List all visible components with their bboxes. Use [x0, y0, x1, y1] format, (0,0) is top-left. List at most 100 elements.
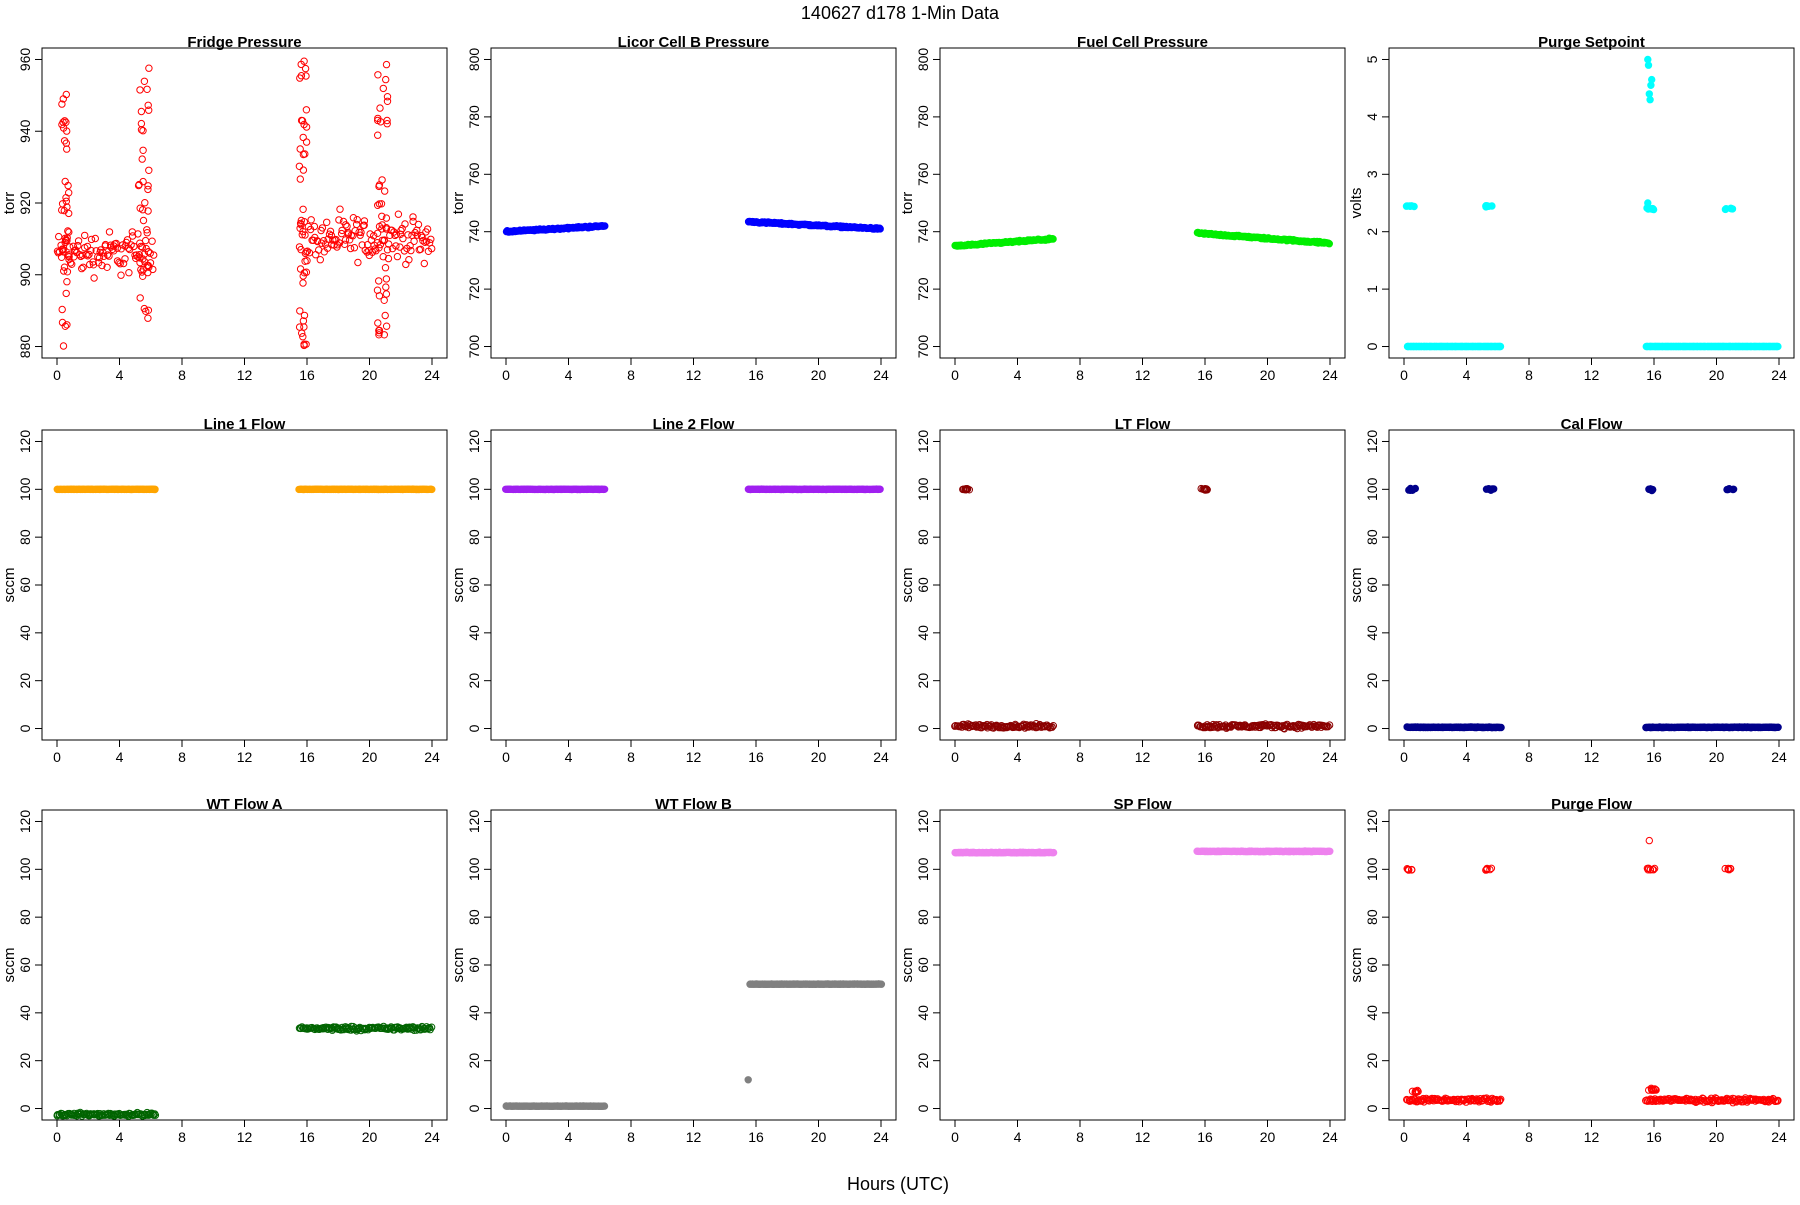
- data-point: [1644, 199, 1652, 207]
- panel-1: Fridge Pressure torr 0 4 8 12 16 20 24 880 900 920 9…: [1, 34, 448, 383]
- data-point: [82, 251, 90, 259]
- data-point: [123, 236, 132, 244]
- panel-title: Licor Cell B Pressure: [618, 34, 770, 51]
- data-point: [373, 229, 382, 238]
- data-point: [79, 263, 87, 271]
- y-tick-label: 40: [1364, 1005, 1380, 1021]
- panel-7: LT Flow sccm 0 4 8 12 16 20 24 0 20 40 60 80 100 120: [899, 416, 1346, 765]
- y-tick-label: 120: [466, 810, 482, 834]
- x-tick-label: 8: [627, 1129, 635, 1145]
- data-point: [144, 314, 152, 322]
- data-point: [58, 245, 66, 253]
- y-tick-label: 60: [17, 957, 33, 973]
- data-point: [85, 250, 93, 259]
- data-point: [58, 206, 66, 214]
- data-point: [296, 219, 305, 228]
- data-point: [149, 265, 157, 274]
- x-tick-label: 0: [951, 1129, 959, 1145]
- data-point: [89, 258, 97, 266]
- data-point: [410, 237, 418, 246]
- data-point: [390, 228, 398, 236]
- y-tick-label: 80: [466, 529, 482, 545]
- data-point: [340, 240, 349, 249]
- panel-title: LT Flow: [1115, 416, 1171, 433]
- data-point: [1496, 1096, 1504, 1104]
- data-point: [60, 267, 68, 275]
- y-tick-label: 720: [466, 277, 482, 301]
- data-point: [1648, 75, 1656, 84]
- y-tick-label: 120: [1364, 430, 1380, 454]
- y-tick-label: 40: [466, 1005, 482, 1021]
- x-tick-label: 4: [565, 367, 573, 383]
- x-tick-label: 12: [237, 749, 253, 765]
- data-point: [341, 236, 350, 244]
- data-point: [136, 204, 144, 212]
- data-point: [301, 257, 309, 265]
- y-tick-label: 80: [17, 529, 33, 545]
- figure-title: 140627 d178 1-Min Data: [801, 3, 1000, 23]
- y-tick-label: 60: [1364, 957, 1380, 973]
- data-point: [63, 321, 71, 329]
- data-point: [135, 251, 144, 259]
- x-tick-label: 24: [1771, 367, 1787, 383]
- x-tick-label: 20: [811, 367, 827, 383]
- x-tick-label: 8: [627, 749, 635, 765]
- data-point: [302, 72, 310, 80]
- data-point: [421, 238, 429, 247]
- y-tick-label: 1: [1364, 285, 1380, 293]
- x-tick-label: 8: [1076, 749, 1084, 765]
- y-tick-label: 920: [17, 191, 33, 215]
- data-point: [961, 485, 969, 493]
- x-tick-label: 12: [686, 367, 702, 383]
- x-tick-label: 24: [873, 749, 889, 765]
- data-point: [58, 100, 66, 108]
- data-point: [382, 290, 391, 298]
- data-point: [65, 251, 73, 259]
- x-tick-label: 16: [1197, 1129, 1213, 1145]
- y-axis-label: volts: [1348, 188, 1365, 219]
- data-point: [316, 256, 324, 264]
- x-tick-label: 16: [1197, 749, 1213, 765]
- y-tick-label: 800: [915, 48, 931, 72]
- panel-3: Fuel Cell Pressure torr 0 4 8 12 16 20 24 700 720 7…: [899, 34, 1346, 383]
- data-point: [137, 119, 146, 128]
- x-tick-label: 8: [627, 367, 635, 383]
- data-point: [319, 237, 328, 245]
- data-point: [66, 243, 74, 251]
- y-tick-label: 80: [915, 529, 931, 545]
- data-point: [62, 90, 71, 99]
- data-point: [744, 1076, 752, 1084]
- y-tick-label: 40: [17, 625, 33, 641]
- data-point: [105, 252, 113, 260]
- x-tick-label: 16: [748, 1129, 764, 1145]
- data-point: [119, 259, 128, 268]
- data-point: [428, 485, 436, 494]
- panel-title: Line 1 Flow: [204, 416, 286, 433]
- x-tick-label: 8: [1076, 1129, 1084, 1145]
- data-point: [65, 209, 73, 218]
- data-point: [876, 225, 884, 233]
- data-point: [137, 265, 145, 274]
- data-point: [296, 175, 304, 183]
- data-point: [420, 259, 428, 268]
- data-point: [84, 252, 92, 260]
- x-tick-label: 4: [565, 1129, 573, 1145]
- data-point: [375, 182, 383, 191]
- x-tick-label: 20: [1260, 1129, 1276, 1145]
- data-point: [601, 222, 609, 230]
- data-point: [1408, 866, 1416, 874]
- data-point: [1648, 204, 1657, 213]
- y-tick-label: 20: [1364, 673, 1380, 689]
- y-tick-label: 880: [17, 335, 33, 359]
- data-point: [78, 264, 86, 273]
- data-point: [358, 241, 366, 249]
- data-point: [59, 118, 67, 126]
- data-point: [382, 275, 391, 283]
- data-point: [336, 205, 344, 213]
- panel-12: Purge Flow sccm 0 4 8 12 16 20 24 0 20 40 60 80 100 120: [1348, 796, 1795, 1145]
- x-tick-label: 24: [873, 1129, 889, 1145]
- data-point: [144, 101, 152, 110]
- x-tick-label: 20: [1709, 749, 1725, 765]
- data-point: [1774, 342, 1782, 351]
